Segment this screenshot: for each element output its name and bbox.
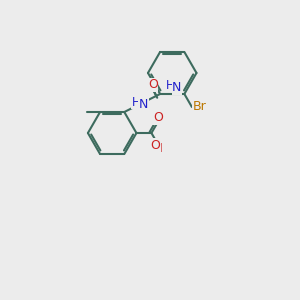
Text: N: N xyxy=(172,81,182,94)
Text: H: H xyxy=(132,96,141,109)
Text: O: O xyxy=(148,78,158,91)
Text: N: N xyxy=(139,98,148,111)
Text: O: O xyxy=(153,111,163,124)
Text: Br: Br xyxy=(192,100,206,113)
Text: O: O xyxy=(151,139,160,152)
Text: H: H xyxy=(166,79,174,92)
Text: H: H xyxy=(153,142,162,155)
